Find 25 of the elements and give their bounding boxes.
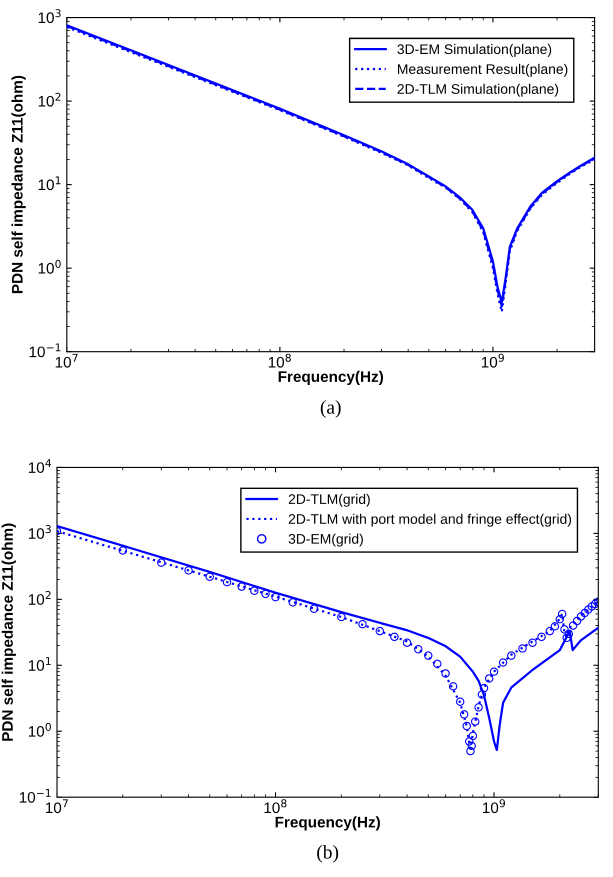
y-axis-title: PDN self impedance Z11(ohm) (2, 524, 16, 741)
y-tick-label: 10$^{4}$ (28, 459, 52, 474)
y-tick-label: 10$^{1}$ (38, 176, 60, 190)
legend-label: Measurement Result(plane) (398, 64, 568, 77)
x-tick-label: 10$^{9}$ (482, 799, 505, 814)
legend-label: 2D-TLM(grid) (288, 494, 370, 507)
legend-label: 3D-EM Simulation(plane) (397, 44, 552, 57)
y-tick-label: 10$^{0}$ (28, 722, 51, 737)
x-axis-title: Frequency(Hz) (276, 816, 380, 831)
x-tick-label: 10$^{8}$ (264, 799, 287, 814)
text: (b) (317, 845, 338, 863)
y-tick-label: 10$^{3}$ (28, 525, 51, 539)
x-tick-label: 10$^{9}$ (482, 354, 504, 368)
text: (a) (320, 400, 341, 418)
y-tick-label: 10$^{2}$ (28, 590, 51, 605)
x-tick-label: 10$^{8}$ (268, 354, 291, 368)
y-tick-label: 10$^{2}$ (38, 92, 60, 107)
y-tick-label: 10$^{0}$ (38, 260, 61, 274)
legend-label: 3D-EM(grid) (288, 534, 363, 547)
legend-label: 2D-TLM Simulation(plane) (398, 84, 558, 97)
y-tick-label: 10$^{3}$ (38, 9, 61, 24)
x-axis-title: Frequency(Hz) (278, 370, 384, 386)
y-axis-title: PDN self impedance Z11(ohm) (11, 76, 26, 294)
y-tick-label: 10$^{1}$ (28, 657, 51, 671)
legend-label: 2D-TLM with port model and fringe effect(grid) (288, 514, 572, 527)
